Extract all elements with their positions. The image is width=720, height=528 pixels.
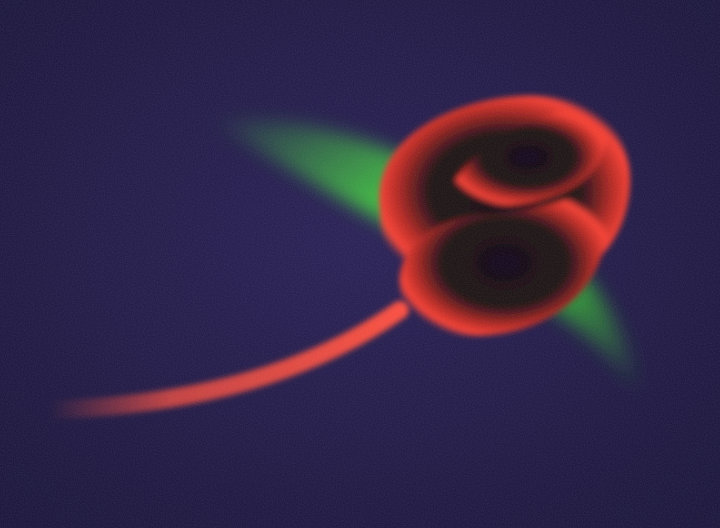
rose-bud xyxy=(379,95,630,336)
stem xyxy=(41,301,409,419)
petal-front xyxy=(399,189,610,336)
petal-curl xyxy=(450,109,606,205)
